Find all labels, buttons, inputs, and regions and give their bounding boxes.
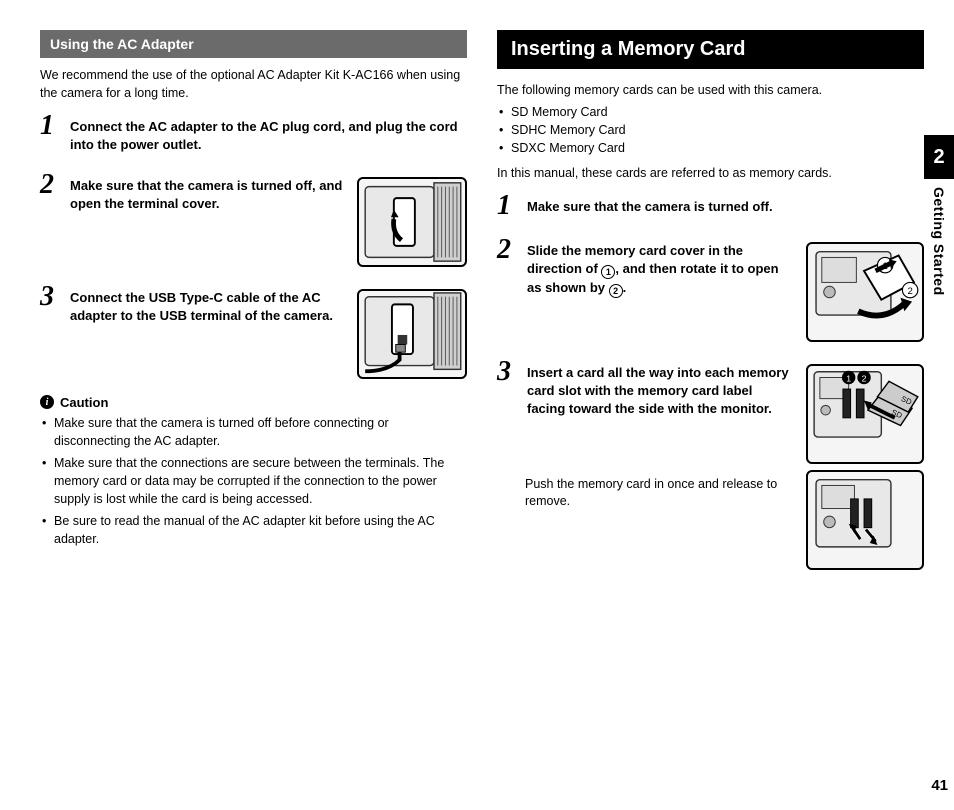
step-text: Connect the AC adapter to the AC plug co… xyxy=(70,118,467,154)
step-number: 3 xyxy=(40,283,60,311)
right-step-2: 2 Slide the memory card cover in the dir… xyxy=(497,236,924,342)
list-item: SDXC Memory Card xyxy=(497,139,924,157)
step-number: 1 xyxy=(40,112,60,140)
svg-text:2: 2 xyxy=(862,373,867,383)
caution-item: Make sure that the camera is turned off … xyxy=(40,414,467,450)
caution-item: Be sure to read the manual of the AC ada… xyxy=(40,512,467,548)
left-intro: We recommend the use of the optional AC … xyxy=(40,66,467,102)
right-step-3: 3 Insert a card all the way into each me… xyxy=(497,358,924,464)
caution-item: Make sure that the connections are secur… xyxy=(40,454,467,508)
left-subheader: Using the AC Adapter xyxy=(40,30,467,58)
page-number: 41 xyxy=(931,777,948,794)
right-subnote: Push the memory card in once and release… xyxy=(525,476,794,511)
illustration-insert-card: SD SD 1 2 xyxy=(806,364,924,464)
step-text: Make sure that the camera is turned off,… xyxy=(70,177,345,213)
svg-text:1: 1 xyxy=(846,373,851,383)
list-item: SDHC Memory Card xyxy=(497,121,924,139)
right-intro-2: In this manual, these cards are referred… xyxy=(497,164,924,182)
svg-text:2: 2 xyxy=(907,286,912,297)
chapter-label: Getting Started xyxy=(931,187,947,296)
left-step-2: 2 Make sure that the camera is turned of… xyxy=(40,171,467,267)
caution-heading: i Caution xyxy=(40,395,467,410)
right-column: Inserting a Memory Card The following me… xyxy=(497,30,924,570)
memory-card-list: SD Memory Card SDHC Memory Card SDXC Mem… xyxy=(497,103,924,157)
step-text: Insert a card all the way into each memo… xyxy=(527,364,794,419)
step-number: 1 xyxy=(497,192,517,220)
caution-list: Make sure that the camera is turned off … xyxy=(40,414,467,549)
right-main-header: Inserting a Memory Card xyxy=(497,30,924,69)
step-text: Make sure that the camera is turned off. xyxy=(527,198,924,216)
step-number: 2 xyxy=(40,171,60,199)
step-number: 3 xyxy=(497,358,517,386)
list-item: SD Memory Card xyxy=(497,103,924,121)
circled-number-1-icon: 1 xyxy=(601,265,615,279)
right-step-1: 1 Make sure that the camera is turned of… xyxy=(497,192,924,220)
caution-icon: i xyxy=(40,395,54,409)
left-step-1: 1 Connect the AC adapter to the AC plug … xyxy=(40,112,467,154)
circled-number-2-icon: 2 xyxy=(609,284,623,298)
left-step-3: 3 Connect the USB Type-C cable of the AC… xyxy=(40,283,467,379)
illustration-usb-connect xyxy=(357,289,467,379)
step-number: 2 xyxy=(497,236,517,264)
illustration-card-cover-open: 1 2 xyxy=(806,242,924,342)
page-content: Using the AC Adapter We recommend the us… xyxy=(0,0,954,590)
illustration-remove-card xyxy=(806,470,924,570)
illustration-terminal-cover xyxy=(357,177,467,267)
step-text: Slide the memory card cover in the direc… xyxy=(527,242,794,299)
right-intro-1: The following memory cards can be used w… xyxy=(497,81,924,99)
chapter-side-tab: 2 Getting Started xyxy=(924,135,954,296)
caution-label: Caution xyxy=(60,395,108,410)
step-text: Connect the USB Type-C cable of the AC a… xyxy=(70,289,345,325)
left-column: Using the AC Adapter We recommend the us… xyxy=(40,30,467,570)
chapter-number-box: 2 xyxy=(924,135,954,179)
